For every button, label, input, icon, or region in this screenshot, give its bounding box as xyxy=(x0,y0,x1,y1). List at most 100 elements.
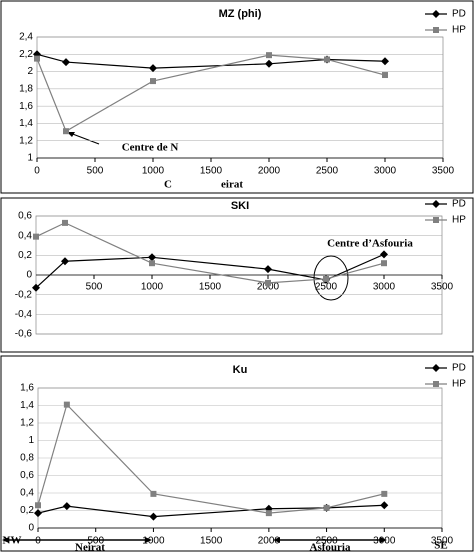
x-tick-label: 1500 xyxy=(199,282,222,293)
x-tick-label: 0 xyxy=(34,166,40,177)
y-tick-label: 1,4 xyxy=(20,400,34,411)
marker xyxy=(264,265,272,274)
y-tick-label: 2 xyxy=(27,66,33,77)
y-tick-label: 0,2 xyxy=(18,250,32,261)
marker xyxy=(34,55,40,62)
legend-label: PD xyxy=(452,9,466,20)
y-tick-label: 0,8 xyxy=(20,453,34,464)
marker xyxy=(61,257,69,266)
annotation: eirat xyxy=(221,179,243,191)
marker xyxy=(35,502,41,509)
plot-area xyxy=(36,36,444,159)
x-tick-label: 1500 xyxy=(200,166,223,177)
y-tick-label: 0 xyxy=(26,270,32,281)
y-tick-label: 0,4 xyxy=(18,230,32,241)
y-tick-label: 1,2 xyxy=(20,418,34,429)
marker xyxy=(32,283,40,292)
annotation: Neirat xyxy=(75,542,105,552)
marker xyxy=(381,260,387,267)
marker xyxy=(150,490,157,497)
y-tick-label: 0,4 xyxy=(20,488,34,499)
arrow-head xyxy=(380,537,387,543)
legend-label: PD xyxy=(452,363,466,374)
annotation: C xyxy=(164,179,172,191)
x-tick-label: 3000 xyxy=(374,166,397,177)
x-tick-label: 3500 xyxy=(432,166,455,177)
annotation: Asfouria xyxy=(310,542,351,552)
x-tick-label: 3500 xyxy=(431,536,454,547)
series-line xyxy=(35,222,385,284)
marker xyxy=(324,56,330,63)
x-tick-label: 1000 xyxy=(142,166,165,177)
legend-marker xyxy=(433,27,439,33)
series-line xyxy=(37,403,385,514)
series-line xyxy=(37,504,385,518)
legend-label: HP xyxy=(452,215,466,226)
legend-marker xyxy=(432,10,440,18)
marker xyxy=(382,72,388,79)
marker xyxy=(62,58,70,67)
y-tick-label: 2,2 xyxy=(19,49,33,60)
marker xyxy=(149,260,155,267)
marker xyxy=(265,59,273,68)
y-tick-label: 1,6 xyxy=(20,383,34,394)
series-line xyxy=(36,54,386,133)
marker xyxy=(323,504,330,511)
x-tick-label: 2000 xyxy=(257,282,280,293)
marker xyxy=(381,57,389,66)
y-tick-label: 0 xyxy=(28,523,34,534)
marker xyxy=(34,509,42,518)
series-line xyxy=(35,253,385,289)
marker xyxy=(266,52,272,59)
arrow-head xyxy=(2,537,9,543)
legend-marker xyxy=(433,217,439,223)
annotation: Centre d’Asfouria xyxy=(327,238,413,250)
y-tick-label: 0,6 xyxy=(18,211,32,222)
marker xyxy=(381,490,388,497)
x-tick-label: 3500 xyxy=(431,282,454,293)
marker xyxy=(265,510,272,517)
x-tick-label: 3000 xyxy=(373,282,396,293)
x-tick-label: 2500 xyxy=(315,282,338,293)
marker xyxy=(62,219,68,226)
marker xyxy=(380,250,388,259)
x-tick-label: 2000 xyxy=(258,166,281,177)
x-tick-label: 1000 xyxy=(142,536,165,547)
legend-label: HP xyxy=(452,379,466,390)
marker xyxy=(265,279,271,286)
y-tick-label: 1,2 xyxy=(19,135,33,146)
marker xyxy=(380,501,389,510)
arrow-head xyxy=(145,537,152,543)
y-tick-label: 0,2 xyxy=(20,505,34,516)
marker xyxy=(149,64,157,73)
chart-title: MZ (phi) xyxy=(219,8,262,20)
x-tick-label: 2500 xyxy=(315,536,338,547)
marker xyxy=(33,233,39,240)
y-tick-label: -0,2 xyxy=(15,289,33,300)
annotation: NW xyxy=(3,535,22,547)
legend-marker xyxy=(432,364,440,372)
chart-title: SKI xyxy=(231,200,249,212)
arrow-head xyxy=(273,537,280,543)
y-tick-label: 1 xyxy=(27,153,33,164)
annotation-arrow xyxy=(69,132,100,145)
x-tick-label: 0 xyxy=(35,536,41,547)
x-tick-label: 500 xyxy=(87,536,104,547)
annotation: SE xyxy=(434,540,447,552)
legend-label: PD xyxy=(452,199,466,210)
marker xyxy=(149,512,158,521)
marker xyxy=(63,401,70,408)
y-tick-label: 1,8 xyxy=(19,83,33,94)
y-tick-label: 1 xyxy=(28,435,34,446)
y-tick-label: 0,6 xyxy=(20,470,34,481)
x-tick-label: 500 xyxy=(87,166,104,177)
x-tick-label: 1000 xyxy=(141,282,164,293)
x-tick-label: 1500 xyxy=(200,536,223,547)
panel-border xyxy=(0,0,474,194)
legend-label: HP xyxy=(452,25,466,36)
panel-border xyxy=(0,355,474,552)
y-tick-label: 1,6 xyxy=(19,101,33,112)
legend-marker xyxy=(433,381,439,387)
chart-title: Ku xyxy=(233,364,248,376)
